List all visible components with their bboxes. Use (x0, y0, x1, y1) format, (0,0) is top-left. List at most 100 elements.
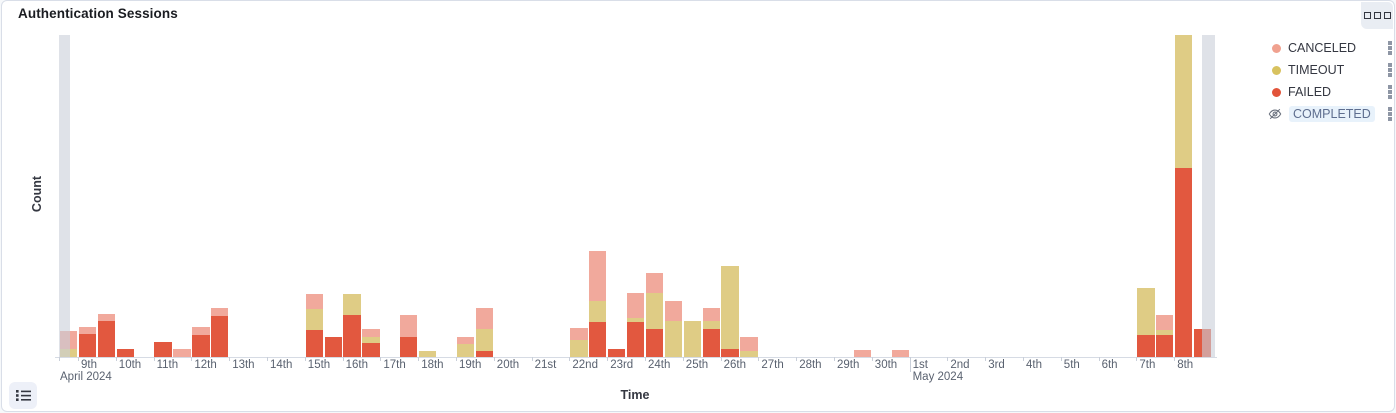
stacked-bar[interactable] (1137, 288, 1155, 357)
bar-segment-failed[interactable] (1175, 168, 1193, 357)
bar-segment-failed[interactable] (400, 337, 418, 357)
bar-segment-timeout[interactable] (702, 321, 720, 329)
bar-segment-timeout[interactable] (570, 340, 588, 357)
bar-segment-canceled[interactable] (400, 315, 418, 337)
stacked-bar[interactable] (97, 314, 116, 357)
bar-segment-timeout[interactable] (740, 351, 758, 357)
bar-segment-timeout[interactable] (1156, 330, 1174, 335)
bar-segment-failed[interactable] (1156, 335, 1174, 357)
bar-segment-failed[interactable] (192, 335, 210, 357)
bar-segment-failed[interactable] (1137, 335, 1155, 357)
legend-toggle-button[interactable] (9, 382, 37, 409)
stacked-bar[interactable] (608, 349, 626, 357)
bar-segment-canceled[interactable] (570, 328, 588, 340)
bar-segment-failed[interactable] (211, 316, 229, 357)
stacked-bar[interactable] (116, 349, 134, 357)
bar-segment-canceled[interactable] (173, 349, 191, 357)
bar-segment-failed[interactable] (589, 322, 607, 357)
stacked-bar[interactable] (891, 350, 909, 357)
stacked-bar[interactable] (154, 342, 172, 357)
bar-segment-canceled[interactable] (1156, 315, 1174, 330)
bar-segment-failed[interactable] (702, 329, 720, 357)
bar-segment-canceled[interactable] (740, 337, 758, 351)
bar-segment-canceled[interactable] (702, 308, 720, 321)
boxes-vertical-icon[interactable] (1386, 61, 1394, 79)
bar-segment-timeout[interactable] (305, 309, 323, 330)
stacked-bar[interactable] (400, 315, 418, 357)
stacked-bar[interactable] (740, 337, 758, 357)
bar-segment-timeout[interactable] (626, 318, 645, 322)
bar-segment-canceled[interactable] (305, 294, 323, 309)
stacked-bar[interactable] (721, 266, 739, 357)
bar-segment-canceled[interactable] (211, 308, 229, 316)
stacked-bar[interactable] (173, 349, 191, 357)
stacked-bar[interactable] (419, 351, 437, 357)
stacked-bar[interactable] (1156, 315, 1174, 357)
bar-segment-failed[interactable] (645, 329, 664, 357)
bar-segment-canceled[interactable] (97, 314, 116, 321)
bar-segment-timeout[interactable] (664, 321, 683, 357)
stacked-bar[interactable] (475, 308, 494, 357)
bar-segment-canceled[interactable] (78, 327, 97, 334)
x-tick-label: 8th (1177, 359, 1194, 371)
bar-segment-timeout[interactable] (1175, 35, 1193, 168)
bar-segment-canceled[interactable] (664, 301, 683, 321)
stacked-bar[interactable] (305, 294, 323, 357)
stacked-bar[interactable] (626, 293, 645, 357)
stacked-bar[interactable] (343, 294, 361, 357)
bar-segment-failed[interactable] (305, 330, 323, 357)
bar-segment-canceled[interactable] (456, 337, 475, 344)
bar-segment-timeout[interactable] (456, 344, 475, 357)
bar-segment-canceled[interactable] (645, 273, 664, 293)
bar-segment-failed[interactable] (324, 337, 342, 357)
bar-segment-timeout[interactable] (721, 266, 739, 349)
panel-options-button[interactable] (1361, 2, 1393, 29)
bar-segment-canceled[interactable] (626, 293, 645, 318)
bar-segment-failed[interactable] (154, 342, 172, 357)
bar-segment-canceled[interactable] (362, 329, 380, 337)
legend-label[interactable]: FAILED (1288, 85, 1332, 99)
bar-segment-timeout[interactable] (419, 351, 437, 357)
bar-segment-timeout[interactable] (362, 337, 380, 343)
bar-segment-timeout[interactable] (589, 301, 607, 322)
boxes-vertical-icon[interactable] (1386, 83, 1394, 101)
stacked-bar[interactable] (645, 273, 664, 357)
stacked-bar[interactable] (1175, 35, 1193, 357)
bar-segment-canceled[interactable] (475, 308, 494, 329)
stacked-bar[interactable] (589, 251, 607, 357)
bar-segment-failed[interactable] (608, 349, 626, 357)
bar-segment-timeout[interactable] (1137, 288, 1155, 335)
bar-segment-canceled[interactable] (853, 350, 872, 357)
legend-label[interactable]: TIMEOUT (1288, 63, 1345, 77)
stacked-bar[interactable] (78, 327, 97, 357)
stacked-bar[interactable] (683, 321, 701, 357)
bar-segment-failed[interactable] (343, 315, 361, 357)
boxes-vertical-icon[interactable] (1386, 39, 1394, 57)
bar-segment-timeout[interactable] (343, 294, 361, 315)
stacked-bar[interactable] (211, 308, 229, 357)
stacked-bar[interactable] (853, 350, 872, 357)
bar-segment-timeout[interactable] (475, 329, 494, 351)
stacked-bar[interactable] (456, 337, 475, 357)
bar-segment-failed[interactable] (475, 351, 494, 357)
bar-segment-failed[interactable] (78, 334, 97, 357)
stacked-bar[interactable] (664, 301, 683, 357)
legend-label[interactable]: CANCELED (1288, 41, 1357, 55)
stacked-bar[interactable] (702, 308, 720, 357)
boxes-vertical-icon[interactable] (1386, 105, 1394, 123)
bar-segment-failed[interactable] (116, 349, 134, 357)
stacked-bar[interactable] (570, 328, 588, 357)
bar-segment-failed[interactable] (626, 322, 645, 357)
stacked-bar[interactable] (362, 329, 380, 357)
bar-segment-failed[interactable] (362, 343, 380, 357)
bar-segment-failed[interactable] (97, 321, 116, 357)
bar-segment-failed[interactable] (721, 349, 739, 357)
bar-segment-timeout[interactable] (645, 293, 664, 329)
stacked-bar[interactable] (192, 327, 210, 357)
bar-segment-canceled[interactable] (891, 350, 909, 357)
bar-segment-timeout[interactable] (683, 321, 701, 357)
stacked-bar[interactable] (324, 337, 342, 357)
bar-segment-canceled[interactable] (192, 327, 210, 335)
bar-segment-canceled[interactable] (589, 251, 607, 301)
legend-label[interactable]: COMPLETED (1289, 106, 1375, 122)
